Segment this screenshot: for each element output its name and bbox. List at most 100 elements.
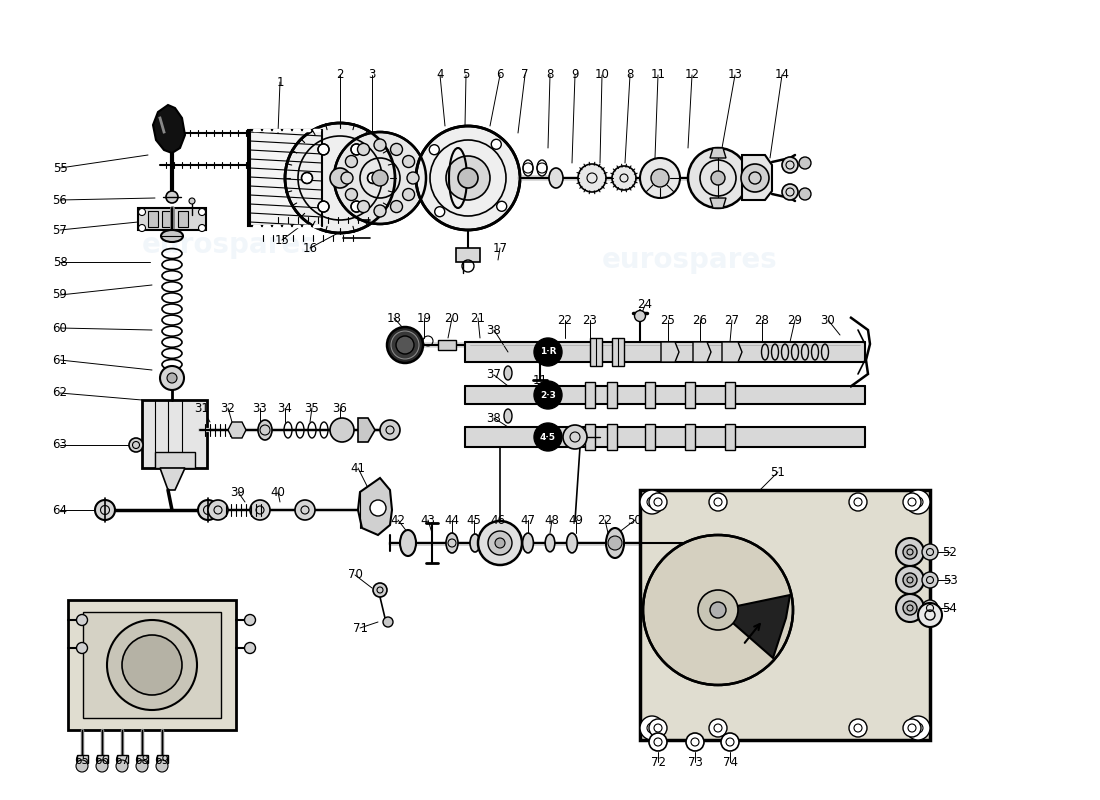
Circle shape	[578, 164, 606, 192]
Text: 4·5: 4·5	[540, 433, 556, 442]
Circle shape	[198, 225, 206, 231]
Circle shape	[407, 172, 419, 184]
Circle shape	[640, 716, 664, 740]
Polygon shape	[718, 595, 790, 658]
Text: 6: 6	[496, 69, 504, 82]
Circle shape	[167, 373, 177, 383]
Text: 63: 63	[53, 438, 67, 451]
Text: 57: 57	[53, 223, 67, 237]
Circle shape	[782, 157, 797, 173]
Circle shape	[396, 336, 414, 354]
Circle shape	[640, 158, 680, 198]
Polygon shape	[722, 342, 742, 362]
Circle shape	[244, 614, 255, 626]
Text: 48: 48	[544, 514, 560, 526]
Text: 43: 43	[420, 514, 436, 526]
Circle shape	[383, 617, 393, 627]
Text: 62: 62	[53, 386, 67, 399]
Circle shape	[285, 123, 395, 233]
Polygon shape	[358, 418, 375, 442]
Text: 59: 59	[53, 289, 67, 302]
Polygon shape	[693, 342, 711, 362]
Text: 12: 12	[684, 69, 700, 82]
Text: 24: 24	[638, 298, 652, 311]
Text: 52: 52	[943, 546, 957, 558]
Circle shape	[688, 148, 748, 208]
Text: 18: 18	[386, 311, 402, 325]
Bar	[645, 424, 654, 450]
Circle shape	[710, 719, 727, 737]
Circle shape	[318, 144, 329, 155]
Bar	[156, 755, 167, 763]
Bar	[685, 424, 695, 450]
Circle shape	[372, 170, 388, 186]
Circle shape	[107, 620, 197, 710]
Bar	[645, 382, 654, 408]
Circle shape	[922, 572, 938, 588]
Bar	[725, 424, 735, 450]
Circle shape	[358, 201, 370, 213]
Circle shape	[76, 760, 88, 772]
Text: 29: 29	[788, 314, 803, 326]
Circle shape	[534, 381, 562, 409]
Circle shape	[906, 716, 930, 740]
Text: 49: 49	[569, 514, 583, 526]
Text: 23: 23	[583, 314, 597, 326]
Circle shape	[711, 171, 725, 185]
Text: 72: 72	[650, 755, 666, 769]
Text: 73: 73	[688, 755, 703, 769]
Circle shape	[698, 590, 738, 630]
Polygon shape	[710, 148, 726, 158]
Circle shape	[495, 538, 505, 548]
Ellipse shape	[470, 534, 480, 552]
Circle shape	[918, 603, 942, 627]
Bar	[148, 211, 158, 227]
Bar	[97, 755, 108, 763]
Text: 15: 15	[275, 234, 289, 246]
Circle shape	[896, 538, 924, 566]
Polygon shape	[742, 155, 772, 200]
Text: 1·R: 1·R	[540, 347, 557, 357]
Ellipse shape	[522, 533, 534, 553]
Text: eurospares: eurospares	[602, 246, 778, 274]
Text: 60: 60	[53, 322, 67, 334]
Circle shape	[116, 760, 128, 772]
Circle shape	[612, 166, 636, 190]
Circle shape	[345, 155, 358, 167]
Circle shape	[922, 544, 938, 560]
Text: 67: 67	[114, 754, 130, 766]
Circle shape	[635, 310, 646, 322]
Circle shape	[649, 719, 667, 737]
Ellipse shape	[258, 420, 272, 440]
Text: 38: 38	[486, 411, 502, 425]
Text: 37: 37	[486, 369, 502, 382]
Bar	[155, 452, 195, 468]
Text: 25: 25	[661, 314, 675, 326]
Bar	[685, 382, 695, 408]
Circle shape	[649, 733, 667, 751]
Circle shape	[334, 132, 426, 224]
Circle shape	[849, 719, 867, 737]
Text: 30: 30	[821, 314, 835, 326]
Circle shape	[906, 490, 930, 514]
Circle shape	[458, 168, 478, 188]
Ellipse shape	[504, 366, 512, 380]
Bar	[585, 382, 595, 408]
Bar	[465, 386, 865, 404]
Text: 7: 7	[521, 69, 529, 82]
Bar	[438, 340, 456, 350]
Circle shape	[189, 198, 195, 204]
Text: 65: 65	[75, 754, 89, 766]
Circle shape	[295, 500, 315, 520]
Text: 66: 66	[95, 754, 110, 766]
Ellipse shape	[566, 533, 578, 553]
Circle shape	[903, 573, 917, 587]
Text: 9: 9	[571, 69, 579, 82]
Circle shape	[799, 157, 811, 169]
Circle shape	[198, 209, 206, 215]
Circle shape	[651, 169, 669, 187]
Circle shape	[849, 493, 867, 511]
Text: 11: 11	[532, 374, 548, 386]
Bar	[456, 248, 480, 262]
Circle shape	[429, 145, 439, 154]
